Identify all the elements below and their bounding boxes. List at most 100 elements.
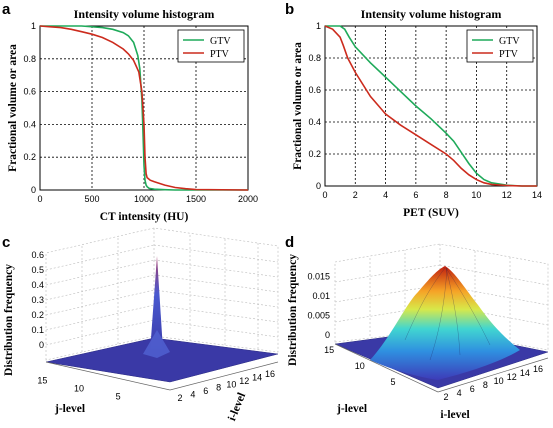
panel-label-d: d — [285, 234, 294, 251]
z-tick-label: 0 — [39, 340, 44, 350]
x-axis-label: PET (SUV) — [403, 207, 459, 219]
z-axis-label: Distribution frequency — [3, 264, 15, 376]
i-tick-label: 6 — [203, 386, 208, 396]
x-tick-label: 14 — [532, 190, 542, 200]
chart-title: Intensity volume histogram — [361, 7, 502, 21]
i-tick-label: 4 — [190, 390, 195, 400]
i-tick-label: 6 — [470, 384, 475, 394]
i-tick-label: 14 — [252, 372, 262, 382]
i-tick-label: 14 — [520, 368, 530, 378]
x-tick-label: 1500 — [186, 194, 206, 204]
y-axis-label: Fractional volume or area — [292, 42, 304, 170]
y-tick-label: 0.2 — [23, 152, 36, 162]
y-tick-label: 1 — [31, 21, 36, 31]
y-tick-label: 0.6 — [23, 87, 36, 97]
i-tick-label: 16 — [533, 364, 543, 374]
series-line-ptv — [39, 25, 249, 191]
x-tick-label: 1000 — [134, 194, 154, 204]
z-tick-label: 0.5 — [31, 265, 44, 275]
z-tick-label: 0.2 — [31, 310, 44, 320]
legend-label-gtv: GTV — [210, 36, 231, 47]
i-tick-label: 8 — [216, 383, 221, 393]
x-tick-label: 12 — [502, 190, 512, 200]
i-tick-label: 10 — [494, 376, 504, 386]
j-axis-d — [334, 343, 439, 393]
j-tick-label: 15 — [324, 345, 334, 355]
series-line-ptv — [324, 25, 537, 187]
z-tick-label: 0.4 — [31, 280, 44, 290]
legend-box — [466, 29, 534, 63]
chart-a: 0 500 1000 1500 2000 0 0.2 0.4 0.6 0.8 1 Intensity … — [7, 7, 258, 223]
chart-b: 0 2 4 6 8 10 12 14 0 0.2 0.4 0.6 0.8 1 Intensity volum… — [292, 7, 542, 219]
y-tick-label: 0.8 — [23, 54, 36, 64]
j-tick-label: 10 — [355, 361, 365, 371]
i-axis-label: i-level — [226, 391, 248, 423]
j-tick-label: 5 — [116, 392, 121, 402]
panel-label-b: b — [285, 1, 294, 18]
series-line-gtv — [40, 25, 248, 191]
x-tick-label: 500 — [84, 194, 99, 204]
x-tick-label: 2000 — [238, 194, 258, 204]
y-tick-label: 0.8 — [308, 53, 321, 63]
y-tick-label: 1 — [316, 21, 321, 31]
j-axis-label: j-level — [54, 403, 85, 415]
x-tick-label: 8 — [444, 190, 449, 200]
y-tick-label: 0.2 — [308, 149, 321, 159]
y-axis-label: Fractional volume or area — [7, 44, 19, 172]
legend-label-ptv: PTV — [210, 49, 230, 60]
z-tick-label: 0.3 — [31, 295, 44, 305]
surface-peak-c-base — [143, 330, 170, 358]
legend: GTV PTV — [177, 29, 245, 63]
y-tick-label: 0 — [316, 181, 321, 191]
i-tick-label: 12 — [239, 376, 249, 386]
panel-label-a: a — [2, 1, 11, 18]
x-tick-label: 0 — [322, 190, 327, 200]
y-tick-label: 0.4 — [308, 117, 321, 127]
x-tick-label: 10 — [471, 190, 481, 200]
i-axis-label: i-level — [440, 409, 469, 421]
y-tick-label: 0.6 — [308, 85, 321, 95]
y-tick-label: 0 — [31, 185, 36, 195]
panel-label-c: c — [2, 234, 10, 251]
j-tick-label: 5 — [390, 377, 395, 387]
j-axis-c — [45, 361, 171, 391]
j-axis-label: j-level — [336, 403, 367, 415]
ticks-c: 00.10.20.30.40.50.62 4 6 8 10 12 14 1651015Dist… — [3, 250, 275, 423]
i-tick-label: 2 — [177, 393, 182, 403]
z-tick-label: 0.1 — [31, 325, 44, 335]
chart-c: 00.10.20.30.40.50.62 4 6 8 10 12 14 1651015Dist… — [3, 227, 279, 423]
surface-floor-c — [45, 337, 279, 383]
surface-peak-d — [370, 266, 520, 380]
legend-label-gtv: GTV — [499, 36, 520, 47]
x-axis-label: CT intensity (HU) — [100, 211, 189, 223]
i-tick-label: 4 — [457, 388, 462, 398]
j-tick-label: 15 — [37, 376, 47, 386]
i-axis-d — [437, 357, 549, 393]
x-tick-label: 2 — [353, 190, 358, 200]
z-tick-label: 0.015 — [307, 272, 330, 282]
y-tick-label: 0.4 — [23, 119, 36, 129]
series-line-gtv — [325, 25, 537, 187]
z-tick-label: 0.6 — [31, 250, 44, 260]
surface-mesh-d — [404, 267, 491, 361]
x-tick-label: 0 — [37, 194, 42, 204]
z-tick-label: 0 — [325, 330, 330, 340]
j-tick-label: 10 — [74, 384, 84, 394]
plot-frame — [324, 25, 538, 187]
x-tick-label: 6 — [413, 190, 418, 200]
i-axis-c — [169, 361, 279, 391]
i-tick-label: 16 — [265, 369, 275, 379]
x-tick-label: 4 — [383, 190, 388, 200]
chart-title: Intensity volume histogram — [74, 7, 215, 21]
z-tick-label: 0.01 — [312, 291, 330, 301]
legend-box — [177, 29, 245, 63]
z-tick-label: 0.005 — [307, 311, 330, 321]
i-tick-label: 8 — [483, 380, 488, 390]
i-tick-label: 2 — [443, 392, 448, 402]
surface-peak-c — [150, 256, 163, 352]
z-axis-label: Distribution frequency — [287, 254, 299, 366]
legend: GTV PTV — [466, 29, 534, 63]
